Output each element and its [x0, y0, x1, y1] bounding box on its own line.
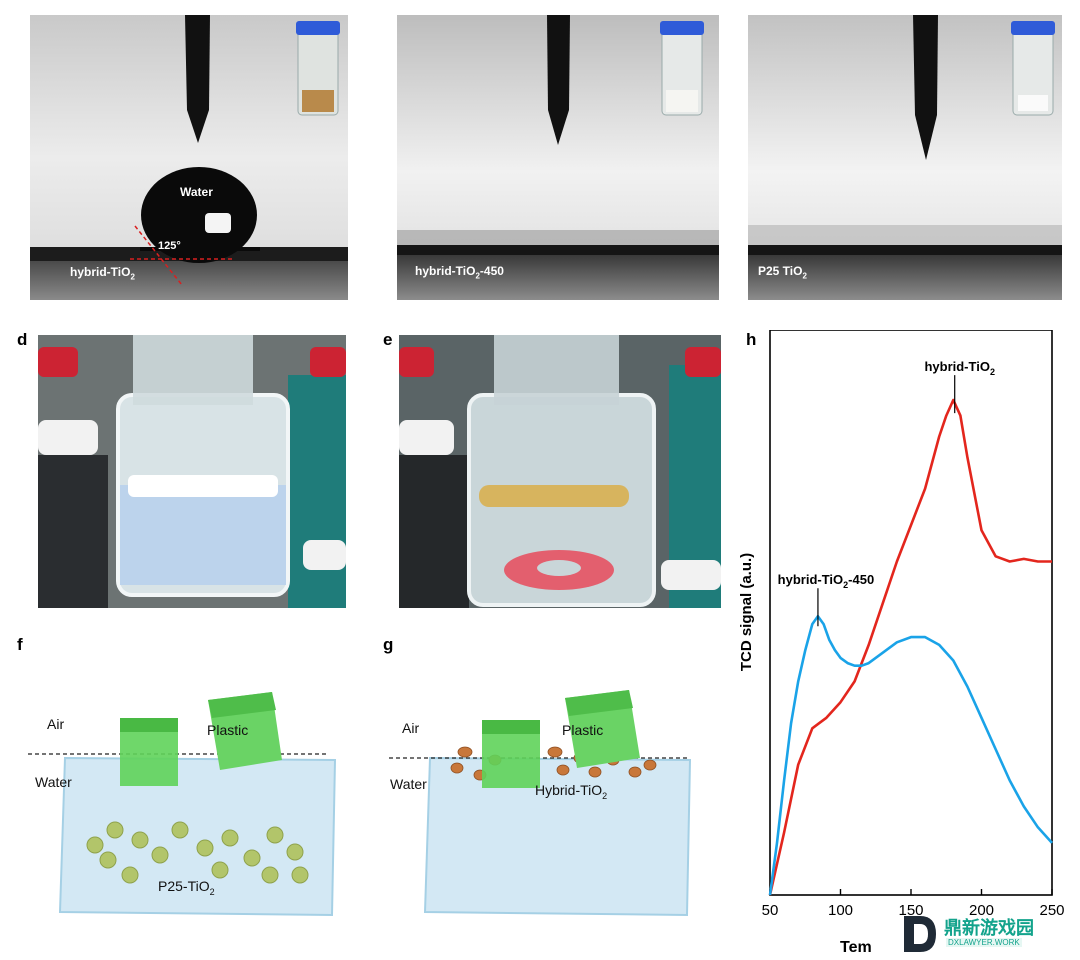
photo-contact-angle-p25: P25 TiO2 — [748, 15, 1062, 300]
air-label-g: Air — [402, 720, 420, 736]
water-label-g: Water — [390, 776, 427, 792]
material-label-b: hybrid-TiO2-450 — [415, 264, 504, 281]
water-label-f: Water — [35, 774, 72, 790]
watermark-brand: 鼎新游戏园 — [944, 918, 1034, 939]
series-line-1 — [768, 614, 1053, 896]
photo-contact-angle-450: hybrid-TiO2-450 — [397, 15, 719, 300]
annotation-label: hybrid-TiO2 — [924, 359, 995, 377]
contact-angle-label: 125° — [158, 240, 181, 252]
particles-label-f: P25-TiO2 — [158, 878, 215, 897]
schematic-hybrid: Air Water Plastic Hybrid-TiO2 — [385, 680, 715, 930]
plastic-label-g: Plastic — [562, 722, 604, 738]
photo-reactor-hybrid — [399, 335, 721, 608]
photo-reactor-p25 — [38, 335, 346, 608]
panel-letter-f: f — [17, 635, 23, 654]
schematic-p25: Air Water Plastic P25-TiO2 — [20, 680, 350, 930]
x-tick-label: 200 — [969, 902, 994, 919]
plot-frame — [769, 330, 1053, 896]
plastic-label-f: Plastic — [207, 722, 249, 738]
x-tick-label: 50 — [762, 902, 779, 919]
tcd-chart: 50 100 150 200 250 hybrid-TiO2 hybrid-TiO2-45… — [740, 330, 1065, 956]
material-label-c: P25 TiO2 — [758, 264, 807, 281]
watermark-logo-icon — [904, 916, 936, 952]
panel-letter-e: e — [383, 330, 393, 349]
material-label-a: hybrid-TiO2 — [70, 265, 135, 282]
x-tick-label: 100 — [828, 902, 853, 919]
watermark-sub: DXLAWYER.WORK — [946, 938, 1022, 947]
panel-letter-g: g — [383, 635, 394, 654]
air-label-f: Air — [47, 716, 65, 732]
x-tick-label: 150 — [898, 902, 923, 919]
particles-label-g: Hybrid-TiO2 — [535, 782, 608, 801]
droplet-label: Water — [180, 185, 213, 199]
annotation-label: hybrid-TiO2-450 — [778, 572, 875, 590]
panel-letter-h: h — [746, 330, 757, 349]
series-line-0 — [768, 398, 1052, 896]
panel-letter-d: d — [17, 330, 28, 349]
x-tick-label: 250 — [1039, 902, 1064, 919]
watermark: 鼎新游戏园 DXLAWYER.WORK — [900, 912, 1070, 960]
photo-contact-angle-hybrid: Water 125° hybrid-TiO2 — [30, 15, 348, 300]
y-axis-label: TCD signal (a.u.) — [740, 553, 755, 671]
x-axis-label: Tem — [840, 939, 872, 956]
